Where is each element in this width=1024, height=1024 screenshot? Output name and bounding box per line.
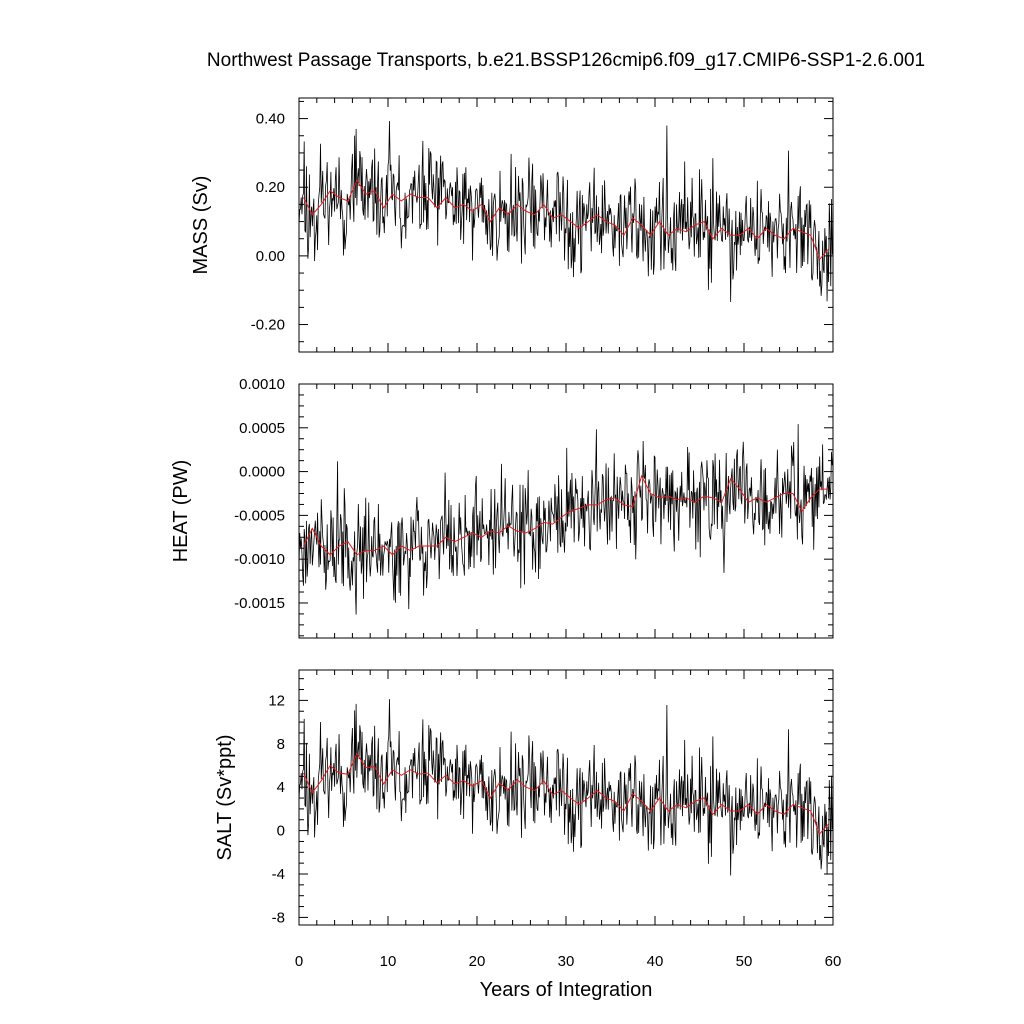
x-tick-label: 20 — [469, 953, 486, 970]
y-tick-label: 0 — [277, 823, 285, 840]
panels: -0.20 0.00 0.20 0.40 MASS (Sv) -0.0015 -0.0010… — [170, 97, 842, 970]
panel-2: -8 -4 0 4 8 12 SALT (Sv*ppt) — [214, 669, 834, 926]
x-axis-label: Years of Integration — [480, 979, 653, 1001]
annual-mean-line — [302, 752, 829, 835]
y-tick-label: 0.0000 — [239, 464, 285, 481]
x-tick-label: 40 — [647, 953, 664, 970]
monthly-series-line — [298, 120, 833, 302]
y-tick-label: 0.00 — [256, 248, 285, 265]
x-tick-label: 50 — [736, 953, 753, 970]
monthly-series-line — [298, 699, 833, 876]
y-axis-label: HEAT (PW) — [170, 460, 192, 563]
y-axis-label: SALT (Sv*ppt) — [214, 735, 236, 861]
y-tick-label: 12 — [268, 692, 285, 709]
monthly-series-line — [298, 424, 833, 615]
x-tick-label: 0 — [295, 953, 303, 970]
y-tick-label: -0.20 — [251, 317, 285, 334]
y-tick-label: -0.0005 — [234, 507, 285, 524]
y-tick-label: -0.0010 — [234, 551, 285, 568]
panel-0: -0.20 0.00 0.20 0.40 MASS (Sv) — [190, 97, 834, 353]
x-tick-label: 60 — [825, 953, 842, 970]
panel-1: -0.0015 -0.0010 -0.0005 0.0000 0.0005 0.0010 H… — [170, 376, 834, 639]
x-tick-label: 10 — [380, 953, 397, 970]
y-tick-label: -8 — [272, 909, 285, 926]
y-tick-label: 0.40 — [256, 111, 285, 128]
x-tick-label: 30 — [558, 953, 575, 970]
y-tick-label: 8 — [277, 736, 285, 753]
y-axis-label: MASS (Sv) — [190, 176, 212, 275]
y-tick-label: -4 — [272, 866, 285, 883]
y-tick-label: 0.20 — [256, 179, 285, 196]
y-tick-label: 4 — [277, 779, 285, 796]
chart-title: Northwest Passage Transports, b.e21.BSSP… — [207, 50, 925, 71]
y-tick-label: 0.0005 — [239, 420, 285, 437]
annual-mean-line — [303, 179, 829, 261]
y-tick-label: 0.0010 — [239, 376, 285, 393]
annual-mean-line — [303, 474, 829, 556]
y-tick-label: -0.0015 — [234, 595, 285, 612]
